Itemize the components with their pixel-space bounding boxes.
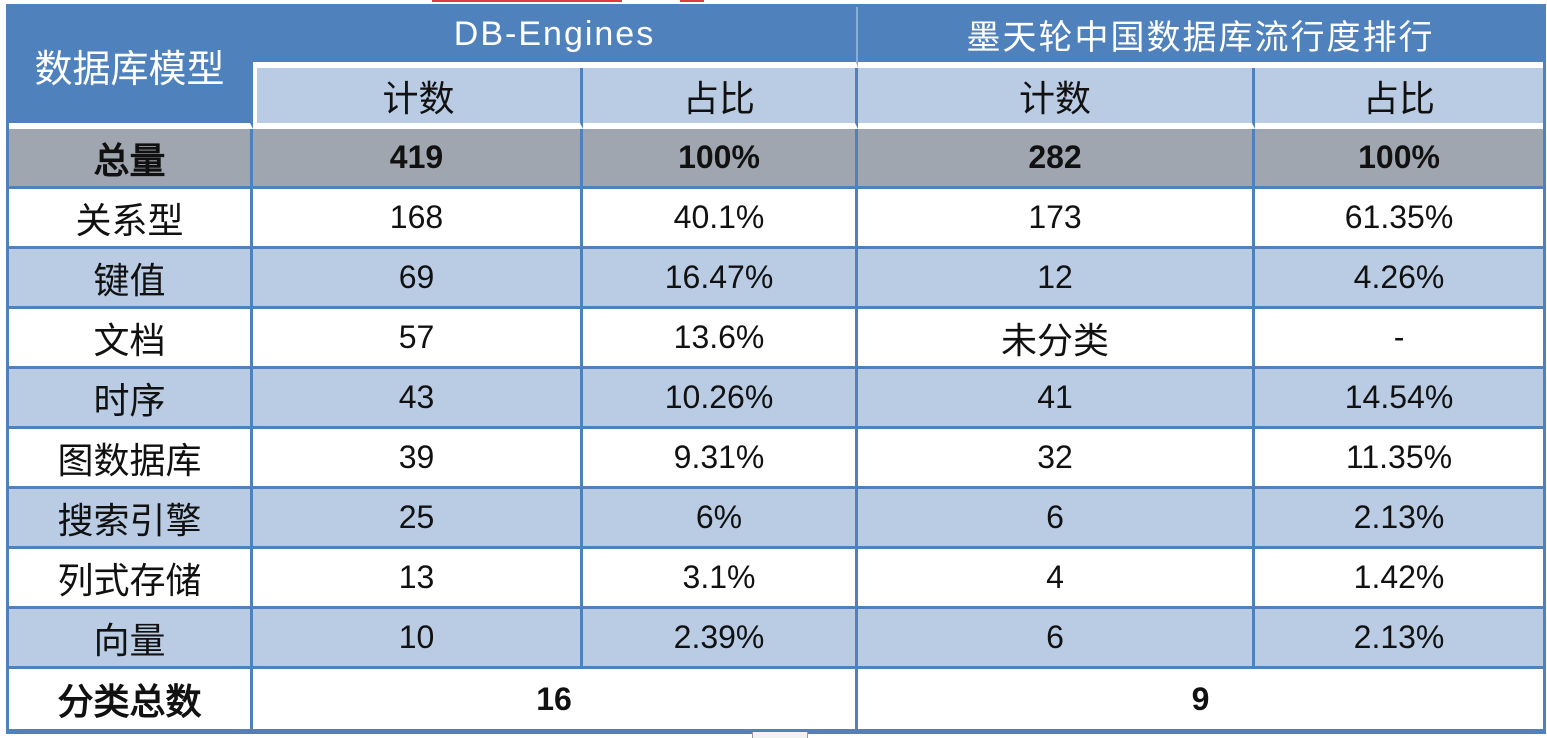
cell-value: 282 (858, 129, 1256, 189)
row-label: 键值 (9, 249, 253, 309)
row-label: 分类总数 (9, 669, 253, 729)
cell-value: 39 (253, 429, 583, 489)
subheader-dbengines-share: 占比 (583, 68, 859, 129)
cell-value: 41 (858, 369, 1256, 429)
corner-header-cell: 数据库模型 (9, 7, 253, 129)
cell-value: 6% (583, 489, 859, 549)
row-label: 文档 (9, 309, 253, 369)
cell-value-merged: 16 (253, 669, 859, 729)
cell-value: 4.26% (1255, 249, 1544, 309)
row-label: 关系型 (9, 189, 253, 249)
cell-value: - (1255, 309, 1544, 369)
table-row: 时序 43 10.26% 41 14.54% (9, 369, 1544, 429)
cell-value: 419 (253, 129, 583, 189)
cell-value: 11.35% (1255, 429, 1544, 489)
table-row: 图数据库 39 9.31% 32 11.35% (9, 429, 1544, 489)
cell-value: 16.47% (583, 249, 859, 309)
table-row: 搜索引擎 25 6% 6 2.13% (9, 489, 1544, 549)
table-row: 键值 69 16.47% 12 4.26% (9, 249, 1544, 309)
cell-value: 6 (858, 489, 1256, 549)
cell-value: 61.35% (1255, 189, 1544, 249)
cell-value: 14.54% (1255, 369, 1544, 429)
cell-value: 6 (858, 609, 1256, 669)
table-row: 文档 57 13.6% 未分类 - (9, 309, 1544, 369)
cell-value: 3.1% (583, 549, 859, 609)
cell-value: 168 (253, 189, 583, 249)
cell-value: 100% (1255, 129, 1544, 189)
cell-value: 9.31% (583, 429, 859, 489)
table-subheader-row: 计数 占比 计数 占比 (9, 68, 1544, 129)
cell-value: 10.26% (583, 369, 859, 429)
cell-value: 69 (253, 249, 583, 309)
cell-value: 2.39% (583, 609, 859, 669)
cell-value-merged: 9 (858, 669, 1544, 729)
cell-value: 43 (253, 369, 583, 429)
red-underline-artifact (680, 0, 704, 2)
row-label: 时序 (9, 369, 253, 429)
row-label: 列式存储 (9, 549, 253, 609)
red-underline-artifact (432, 0, 622, 2)
cell-value: 57 (253, 309, 583, 369)
cell-value: 1.42% (1255, 549, 1544, 609)
subheader-modb-count: 计数 (858, 68, 1256, 129)
database-model-comparison-table: 数据库模型 DB-Engines 墨天轮中国数据库流行度排行 计数 占比 计数 … (6, 4, 1547, 734)
scrollbar-thumb[interactable] (752, 732, 808, 738)
cell-value: 173 (858, 189, 1256, 249)
table-row-category-total: 分类总数 16 9 (9, 669, 1544, 729)
table-row: 向量 10 2.39% 6 2.13% (9, 609, 1544, 669)
cell-value: 2.13% (1255, 489, 1544, 549)
table-row-total: 总量 419 100% 282 100% (9, 129, 1544, 189)
cell-value: 10 (253, 609, 583, 669)
row-label: 总量 (9, 129, 253, 189)
cell-value: 2.13% (1255, 609, 1544, 669)
cell-value: 40.1% (583, 189, 859, 249)
table-header-row: 数据库模型 DB-Engines 墨天轮中国数据库流行度排行 (9, 7, 1544, 129)
table-row: 关系型 168 40.1% 173 61.35% (9, 189, 1544, 249)
cell-value: 13.6% (583, 309, 859, 369)
row-label: 搜索引擎 (9, 489, 253, 549)
row-label: 向量 (9, 609, 253, 669)
group-header-modb: 墨天轮中国数据库流行度排行 (858, 7, 1544, 68)
cell-value: 25 (253, 489, 583, 549)
cell-value: 12 (858, 249, 1256, 309)
group-header-db-engines: DB-Engines (253, 7, 859, 68)
cell-value: 未分类 (858, 309, 1256, 369)
table-row: 列式存储 13 3.1% 4 1.42% (9, 549, 1544, 609)
cell-value: 32 (858, 429, 1256, 489)
row-label: 图数据库 (9, 429, 253, 489)
cell-value: 100% (583, 129, 859, 189)
cell-value: 13 (253, 549, 583, 609)
cell-value: 4 (858, 549, 1256, 609)
subheader-modb-share: 占比 (1255, 68, 1544, 129)
subheader-dbengines-count: 计数 (253, 68, 583, 129)
